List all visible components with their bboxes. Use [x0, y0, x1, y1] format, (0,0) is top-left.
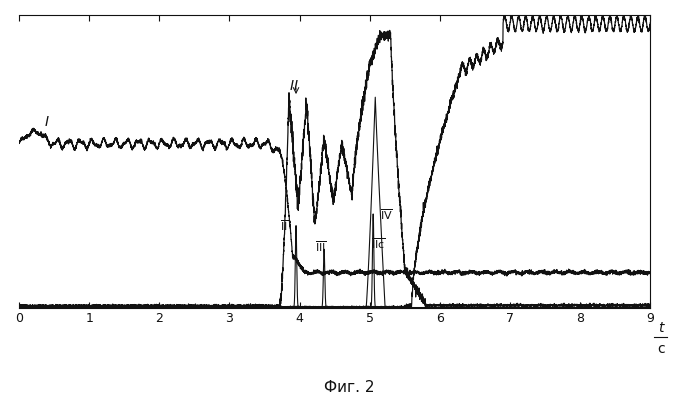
Text: $\mathit{II}$: $\mathit{II}$	[289, 78, 298, 93]
Text: Фиг. 2: Фиг. 2	[324, 380, 375, 395]
Text: $\overline{\rm IV}$: $\overline{\rm IV}$	[380, 207, 393, 222]
Text: t: t	[658, 321, 663, 335]
Text: $\overline{\rm II}$: $\overline{\rm II}$	[280, 219, 289, 234]
Text: $\mathit{I}$: $\mathit{I}$	[43, 115, 49, 129]
Text: $\overline{\rm III}$: $\overline{\rm III}$	[315, 239, 327, 254]
Text: $\overline{\rm IIc}$: $\overline{\rm IIc}$	[371, 236, 386, 251]
Text: c: c	[657, 341, 665, 356]
